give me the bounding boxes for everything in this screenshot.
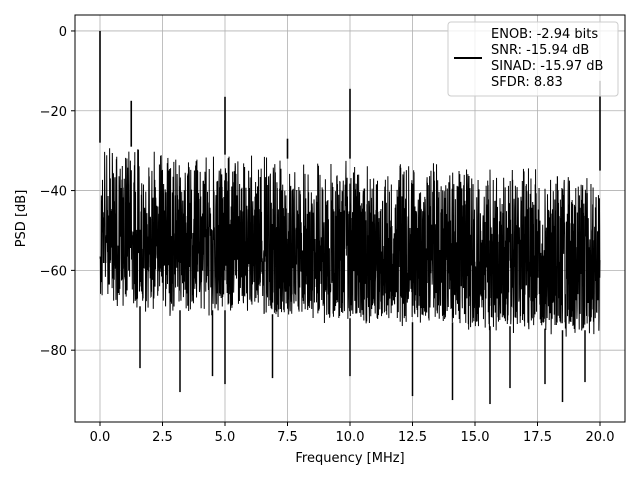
x-tick-label: 15.0 [461,430,490,445]
data-series-psd [99,30,601,405]
y-axis-ticks: 0 −20 −40 −60 −80 [40,25,75,359]
y-axis-label: PSD [dB] [14,190,29,248]
x-axis-label: Frequency [MHz] [295,451,404,466]
x-axis-ticks: 0.0 2.5 5.0 7.5 10.0 12.5 15.0 17.5 20.0 [90,422,615,445]
legend-sfdr: SFDR: 8.83 [491,75,563,90]
legend: ENOB: -2.94 bits SNR: -15.94 dB SINAD: -… [447,21,619,97]
y-tick-label: 0 [59,25,67,40]
x-tick-label: 2.5 [152,430,173,445]
x-tick-label: 0.0 [90,430,111,445]
psd-trace [99,148,601,337]
legend-enob: ENOB: -2.94 bits [491,27,598,42]
legend-snr: SNR: -15.94 dB [491,43,589,58]
x-tick-label: 20.0 [586,430,615,445]
y-tick-label: −20 [40,105,67,120]
legend-sinad: SINAD: -15.97 dB [491,59,603,74]
x-tick-label: 7.5 [277,430,298,445]
x-tick-label: 5.0 [215,430,236,445]
x-tick-label: 12.5 [398,430,427,445]
y-tick-label: −60 [40,264,67,279]
y-tick-label: −80 [40,344,67,359]
legend-box [447,21,619,97]
x-tick-label: 10.0 [336,430,365,445]
y-tick-label: −40 [40,185,67,200]
x-tick-label: 17.5 [523,430,552,445]
